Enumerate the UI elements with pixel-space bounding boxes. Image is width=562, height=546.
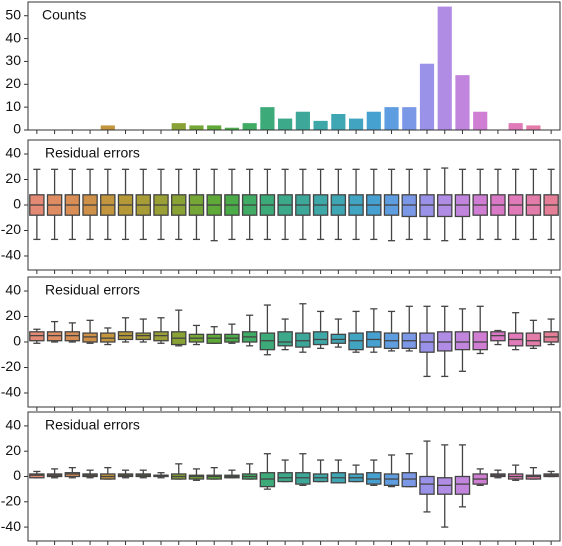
bar (260, 107, 275, 130)
panel-label: Residual errors (45, 282, 140, 298)
bar (419, 63, 435, 130)
y-tick-label: 20 (5, 170, 21, 186)
box (454, 331, 471, 351)
bar (437, 6, 452, 131)
y-tick-label: 0 (13, 196, 21, 212)
box (472, 331, 488, 351)
y-tick-label: 20 (5, 307, 21, 323)
bar (331, 114, 346, 130)
bar (348, 118, 364, 130)
panel-label: Residual errors (45, 145, 140, 161)
y-tick-label: 40 (5, 29, 21, 45)
y-tick-label: 40 (5, 145, 21, 161)
box (312, 331, 329, 346)
bar (313, 120, 328, 130)
axes-frame (27, 411, 561, 542)
bar (384, 107, 399, 130)
y-tick-label: 50 (5, 6, 21, 22)
y-tick-label: 20 (5, 75, 21, 91)
box (454, 475, 471, 495)
bar (224, 127, 240, 130)
axes-frame (27, 139, 561, 271)
y-tick-label: -20 (1, 221, 21, 237)
box (525, 332, 542, 347)
bar (526, 125, 541, 130)
bar (242, 123, 257, 130)
y-tick-label: 0 (13, 467, 21, 483)
y-tick-label: 30 (5, 52, 21, 68)
bar (473, 111, 488, 130)
y-tick-label: -40 (1, 247, 21, 263)
bar (455, 75, 470, 130)
y-tick-label: 0 (13, 333, 21, 349)
box (419, 475, 435, 495)
y-tick-label: -40 (1, 518, 21, 534)
y-tick-label: -20 (1, 492, 21, 508)
bar (171, 123, 186, 130)
bar (100, 125, 115, 130)
y-tick-label: 40 (5, 282, 21, 298)
panel-label: Residual errors (45, 417, 140, 433)
axes-frame (27, 1, 561, 131)
y-tick-label: 10 (5, 98, 21, 114)
bar (207, 125, 222, 130)
y-tick-label: 20 (5, 442, 21, 458)
box (277, 331, 293, 347)
bar (189, 125, 204, 130)
bar (508, 123, 523, 130)
axes-frame (27, 276, 561, 408)
bar (402, 107, 417, 130)
y-tick-label: -40 (1, 384, 21, 400)
y-tick-label: 40 (5, 417, 21, 433)
y-tick-label: 0 (13, 121, 21, 137)
bar (295, 111, 310, 130)
bar (366, 111, 381, 130)
y-tick-label: -20 (1, 358, 21, 374)
bar (278, 118, 293, 130)
panel-label: Counts (42, 7, 86, 23)
